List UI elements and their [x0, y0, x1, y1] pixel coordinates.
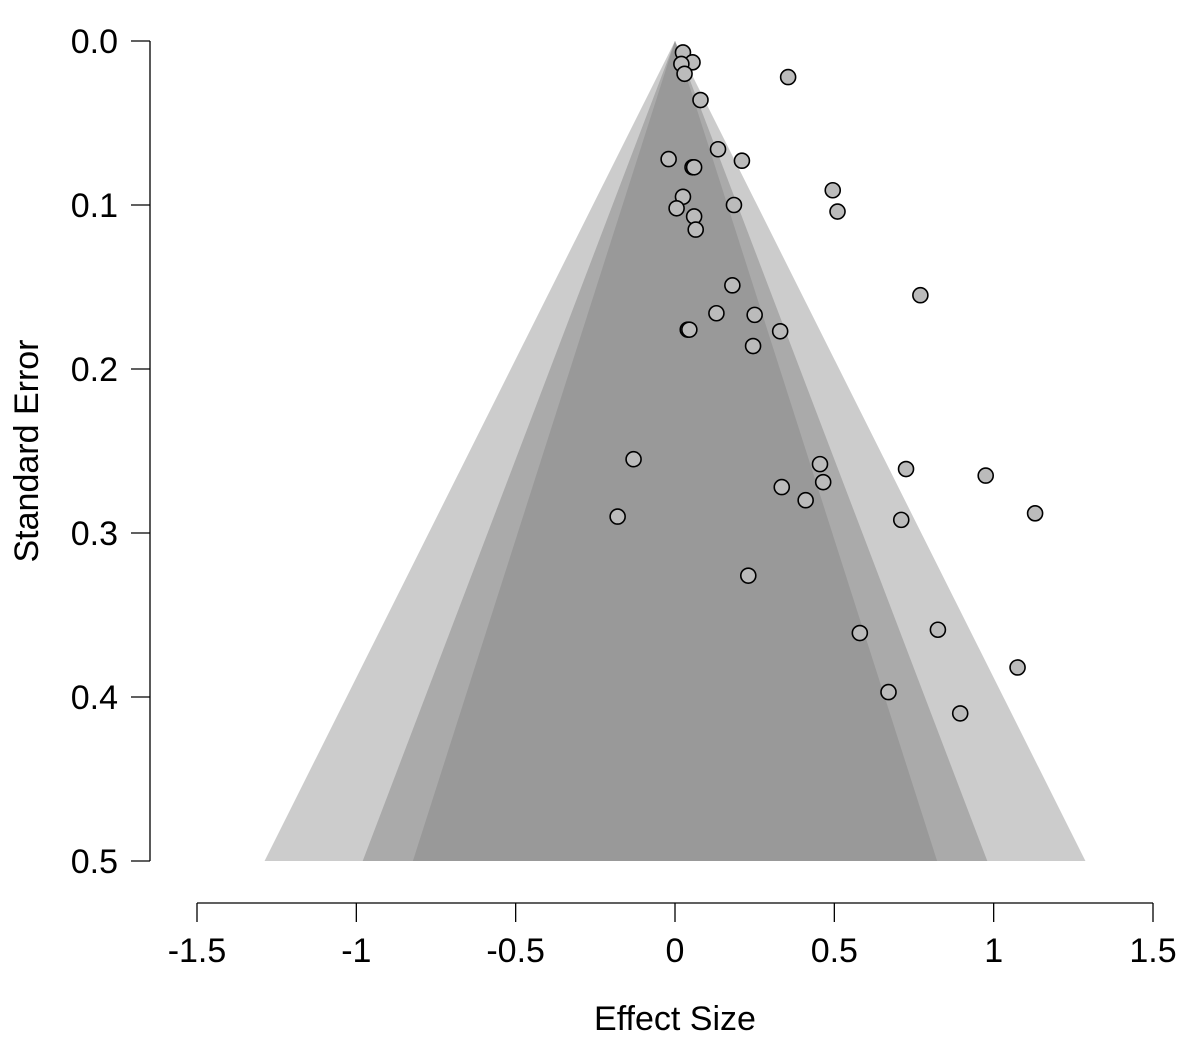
- data-point-37: [739, 567, 757, 584]
- data-point-4: [676, 65, 693, 83]
- funnel-regions: [264, 41, 1086, 861]
- data-point-34: [609, 508, 626, 525]
- y-tick-label: 0.4: [71, 679, 118, 717]
- funnel-region-3: [412, 41, 938, 861]
- y-tick-label: 0.1: [71, 187, 118, 225]
- data-point-31: [814, 473, 832, 491]
- y-tick-label: 0.0: [71, 23, 118, 61]
- x-tick-label: 0: [666, 932, 685, 970]
- data-point-29: [897, 460, 915, 478]
- x-axis: -1.5 -1 -0.5 0 0.5 1 1.5: [168, 902, 1177, 970]
- data-point-11: [685, 158, 703, 176]
- data-point-14: [725, 196, 743, 214]
- data-point-40: [1009, 659, 1026, 676]
- data-points: [609, 44, 1044, 722]
- data-point-27: [625, 450, 642, 468]
- data-point-19: [724, 277, 741, 294]
- x-tick-label: 1: [984, 932, 1003, 970]
- data-point-15: [668, 199, 685, 217]
- data-point-25: [771, 322, 789, 340]
- x-axis-title: Effect Size: [594, 1000, 756, 1038]
- y-tick-label: 0.2: [71, 351, 118, 389]
- data-point-33: [797, 491, 814, 509]
- y-axis: 0.0 0.1 0.2 0.3 0.4 0.5: [71, 23, 151, 881]
- y-tick-label: 0.5: [71, 843, 118, 881]
- data-point-6: [692, 91, 709, 109]
- data-point-32: [773, 478, 791, 496]
- data-point-26: [744, 337, 762, 355]
- data-point-41: [880, 683, 897, 701]
- data-point-24: [681, 321, 698, 338]
- data-point-21: [708, 304, 725, 322]
- data-point-7: [709, 140, 727, 158]
- x-tick-label: -1.5: [168, 932, 227, 970]
- data-point-36: [892, 511, 910, 529]
- y-axis-title: Standard Error: [8, 340, 46, 563]
- data-point-5: [779, 68, 797, 86]
- x-tick-label: -0.5: [486, 932, 545, 970]
- data-point-12: [824, 181, 842, 199]
- data-point-22: [746, 306, 763, 324]
- x-tick-label: 0.5: [811, 932, 858, 970]
- data-point-8: [660, 150, 677, 168]
- data-point-16: [829, 203, 846, 220]
- data-point-28: [811, 455, 829, 473]
- data-point-20: [912, 286, 929, 304]
- data-point-30: [977, 467, 995, 484]
- x-tick-label: 1.5: [1129, 932, 1176, 970]
- data-point-18: [687, 221, 705, 238]
- data-point-42: [951, 705, 969, 722]
- data-point-35: [1026, 505, 1044, 522]
- data-point-39: [929, 621, 947, 639]
- x-tick-label: -1: [341, 932, 371, 970]
- y-tick-label: 0.3: [71, 515, 118, 553]
- data-point-38: [851, 624, 869, 642]
- data-point-9: [733, 152, 751, 170]
